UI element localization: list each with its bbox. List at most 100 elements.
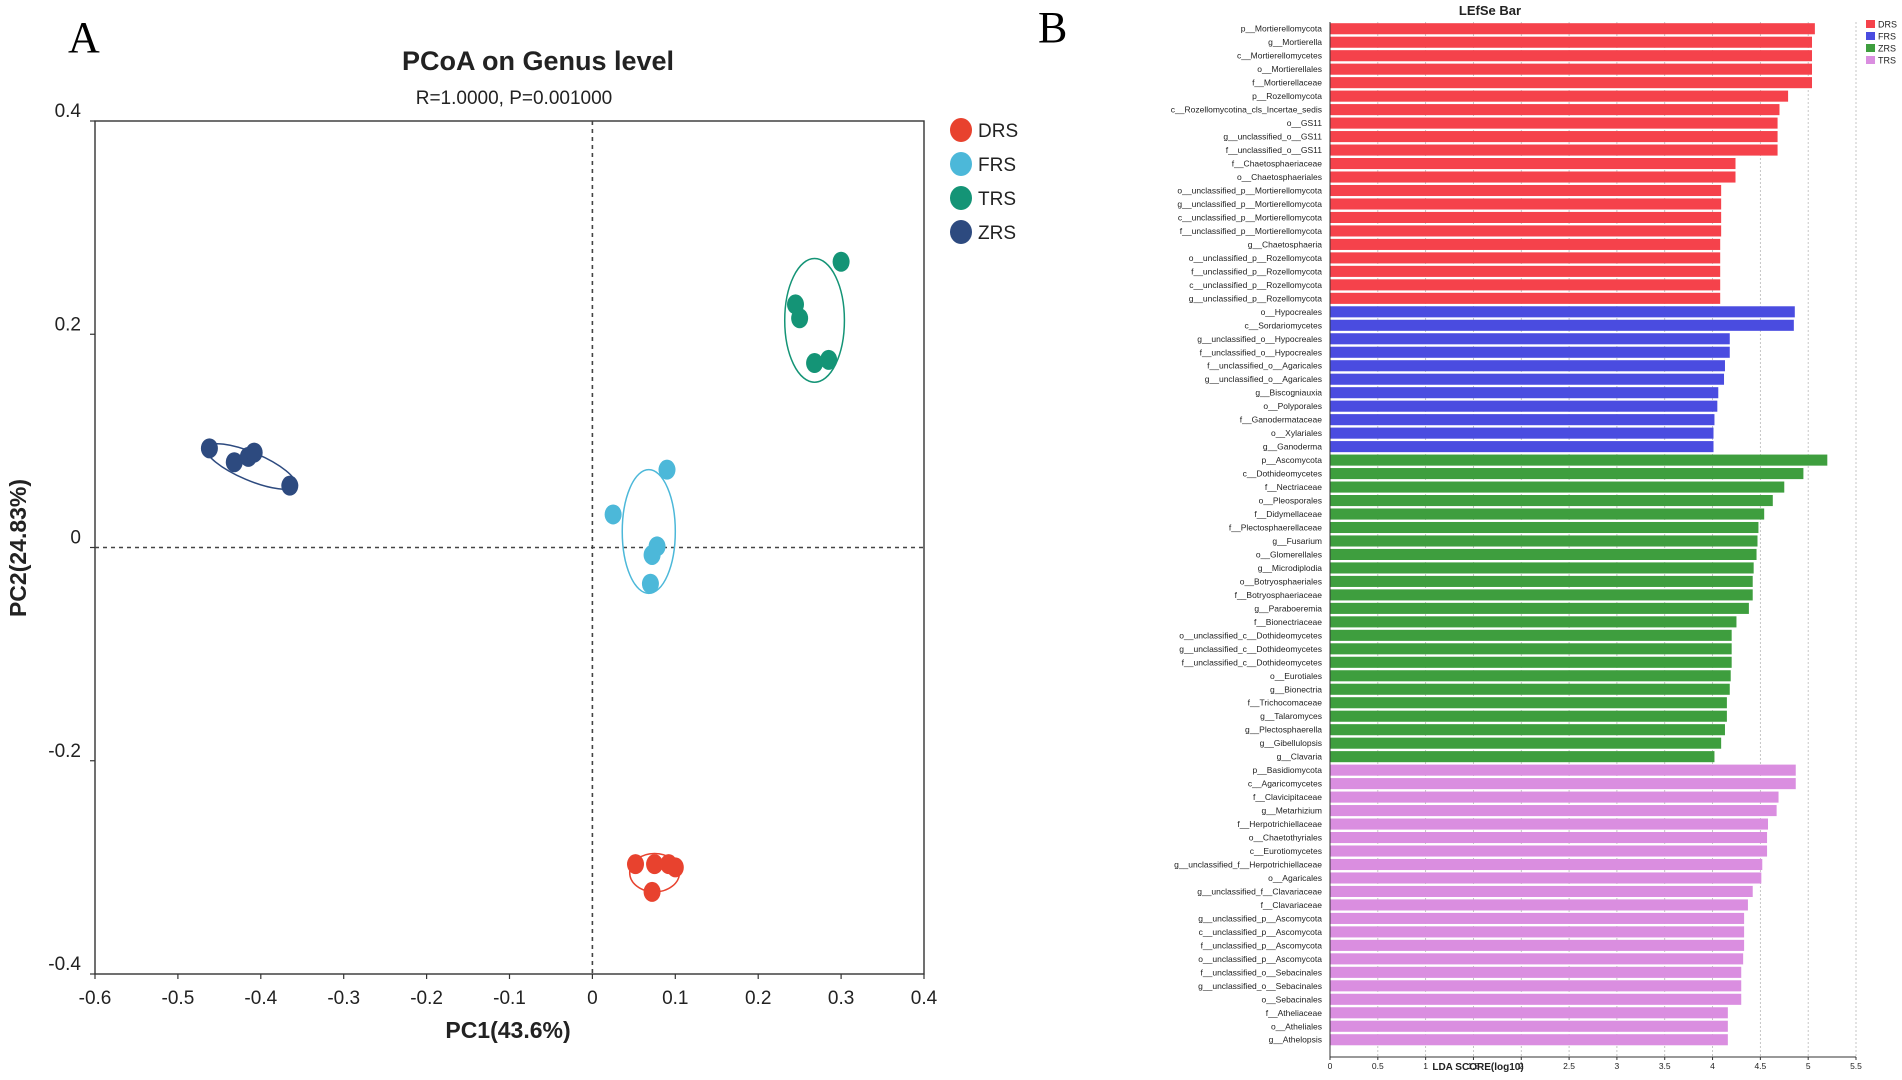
lefse-legend: DRS FRS ZRS TRS xyxy=(1866,20,1897,66)
pcoa-y-tick-label: 0 xyxy=(70,528,81,549)
lefse-x-tick-label: 0 xyxy=(1328,1061,1333,1071)
ellipse-trs xyxy=(783,257,846,383)
lefse-category-label: c__unclassified_p__Mortierellomycota xyxy=(1178,212,1322,222)
lefse-bar-zrs xyxy=(1330,521,1759,534)
lefse-bar-frs xyxy=(1330,319,1794,331)
lefse-category-label: f__Chaetosphaeriaceae xyxy=(1232,159,1323,169)
lefse-bar-zrs xyxy=(1330,670,1731,682)
lefse-category-label: f__Atheliaceae xyxy=(1266,1008,1323,1018)
lefse-category-label: g__unclassified_c__Dothideomycetes xyxy=(1179,644,1322,654)
lefse-category-label: f__unclassified_p__Rozellomycota xyxy=(1191,266,1322,276)
lefse-legend-swatch-frs xyxy=(1866,32,1875,40)
lefse-category-label: c__Eurotiomycetes xyxy=(1250,846,1322,856)
lefse-category-label: f__unclassified_p__Ascomycota xyxy=(1201,940,1323,950)
pcoa-y-tick-label: -0.2 xyxy=(48,741,81,762)
lefse-bar-zrs xyxy=(1330,589,1753,601)
lefse-category-label: o__unclassified_p__Ascomycota xyxy=(1198,954,1322,964)
point-frs xyxy=(643,544,661,565)
lefse-bar-frs xyxy=(1330,333,1730,345)
pcoa-legend: DRS FRS TRS ZRS xyxy=(950,118,1018,244)
lefse-legend-label-zrs: ZRS xyxy=(1878,44,1896,54)
lefse-bar-drs xyxy=(1330,265,1721,277)
lefse-bar-drs xyxy=(1330,23,1815,35)
lefse-bar-zrs xyxy=(1330,724,1725,736)
lefse-category-label: f__unclassified_o__Agaricales xyxy=(1207,361,1322,371)
lefse-bar-zrs xyxy=(1330,656,1732,668)
lefse-bar-zrs xyxy=(1330,481,1785,493)
lefse-chart: LEfSe Bar p__Mortierellomycota g__Mortier… xyxy=(1171,3,1897,1073)
lefse-bar-zrs xyxy=(1330,751,1715,763)
lefse-x-tick-label: 4 xyxy=(1710,1061,1715,1071)
lefse-bar-trs xyxy=(1330,939,1745,951)
lefse-category-label: f__unclassified_o__Hypocreales xyxy=(1200,347,1322,357)
pcoa-y-tick-label: -0.4 xyxy=(48,954,81,975)
lefse-bar-drs xyxy=(1330,77,1813,89)
lefse-bar-zrs xyxy=(1330,629,1732,641)
lefse-bar-trs xyxy=(1330,926,1745,938)
lefse-bar-trs xyxy=(1330,845,1768,857)
lefse-x-tick-label: 5.5 xyxy=(1850,1061,1862,1071)
lefse-category-label: g__Talaromyces xyxy=(1260,711,1322,721)
pcoa-x-tick-label: -0.1 xyxy=(493,988,526,1009)
point-drs xyxy=(627,854,645,875)
lefse-category-label: o__Pleosporales xyxy=(1259,496,1322,506)
lefse-category-label: g__Ganoderma xyxy=(1263,442,1322,452)
lefse-category-label: o__Xylariales xyxy=(1271,428,1322,438)
legend-label-drs: DRS xyxy=(978,121,1018,142)
lefse-category-label: f__Herpotrichiellaceae xyxy=(1237,819,1322,829)
point-zrs xyxy=(245,442,263,463)
lefse-category-label: o__unclassified_p__Rozellomycota xyxy=(1189,253,1323,263)
lefse-bar-zrs xyxy=(1330,616,1737,628)
lefse-category-label: o__GS11 xyxy=(1287,118,1323,128)
legend-marker-trs xyxy=(950,186,972,210)
lefse-x-tick-label: 1.5 xyxy=(1468,1061,1480,1071)
lefse-category-label: c__Dothideomycetes xyxy=(1243,469,1322,479)
lefse-x-tick-label: 5 xyxy=(1806,1061,1811,1071)
lefse-bar-trs xyxy=(1330,791,1779,803)
lefse-bar-drs xyxy=(1330,158,1736,170)
lefse-bar-drs xyxy=(1330,225,1722,237)
lefse-bar-trs xyxy=(1330,778,1796,790)
lefse-category-label: o__Chaetothyriales xyxy=(1249,833,1322,843)
lefse-category-label: g__Bionectria xyxy=(1270,684,1322,694)
lefse-category-label: f__unclassified_o__GS11 xyxy=(1226,145,1323,155)
lefse-category-label: o__Mortierellales xyxy=(1257,64,1322,74)
lefse-x-tick-label: 1 xyxy=(1423,1061,1428,1071)
lefse-bar-zrs xyxy=(1330,562,1754,574)
lefse-category-label: g__Mortierella xyxy=(1268,37,1322,47)
point-frs xyxy=(658,459,676,480)
lefse-category-label: g__Biscogniauxia xyxy=(1255,388,1322,398)
lefse-category-label: f__Trichocomaceae xyxy=(1248,698,1323,708)
lefse-category-label: g__Plectosphaerella xyxy=(1245,725,1322,735)
lefse-category-label: g__unclassified_o__Hypocreales xyxy=(1197,334,1322,344)
pcoa-x-tick-label: 0.4 xyxy=(911,988,938,1009)
lefse-bar-drs xyxy=(1330,211,1722,223)
lefse-bar-trs xyxy=(1330,912,1745,924)
lefse-legend-swatch-drs xyxy=(1866,20,1875,28)
lefse-bars xyxy=(1330,23,1828,1046)
lefse-category-label: g__unclassified_p__Rozellomycota xyxy=(1189,293,1323,303)
lefse-bar-frs xyxy=(1330,306,1795,318)
lefse-bar-drs xyxy=(1330,292,1721,304)
lefse-bar-drs xyxy=(1330,144,1778,156)
lefse-category-label: o__unclassified_c__Dothideomycetes xyxy=(1179,630,1322,640)
lefse-bar-frs xyxy=(1330,346,1730,358)
lefse-category-label: c__Rozellomycotina_cls_Incertae_sedis xyxy=(1171,105,1322,115)
lefse-category-label: o__Polyporales xyxy=(1263,401,1322,411)
lefse-category-label: f__Clavariaceae xyxy=(1261,900,1323,910)
lefse-bar-trs xyxy=(1330,885,1753,897)
lefse-category-label: o__Botryosphaeriales xyxy=(1240,576,1322,586)
lefse-bar-drs xyxy=(1330,117,1778,129)
lefse-bar-frs xyxy=(1330,400,1718,412)
lefse-bar-frs xyxy=(1330,427,1714,439)
lefse-category-label: f__Clavicipitaceae xyxy=(1253,792,1322,802)
lefse-category-label: f__Ganodermataceae xyxy=(1240,415,1322,425)
lefse-category-label: o__Glomerellales xyxy=(1256,549,1322,559)
lefse-category-label: c__Sordariomycetes xyxy=(1245,320,1322,330)
legend-label-zrs: ZRS xyxy=(978,223,1016,244)
lefse-category-label: g__Fusarium xyxy=(1272,536,1322,546)
lefse-category-label: o__Eurotiales xyxy=(1270,671,1322,681)
lefse-bar-trs xyxy=(1330,818,1769,830)
lefse-bar-trs xyxy=(1330,858,1763,871)
lefse-legend-label-drs: DRS xyxy=(1878,20,1897,30)
